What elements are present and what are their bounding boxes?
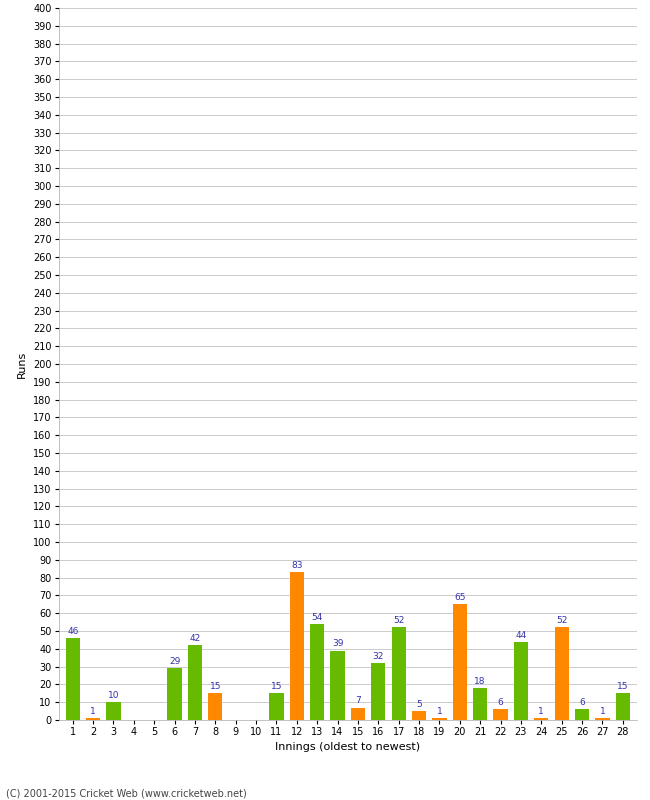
Bar — [66, 638, 80, 720]
Bar — [168, 668, 182, 720]
Bar — [452, 604, 467, 720]
Bar — [575, 710, 589, 720]
Text: 46: 46 — [67, 627, 79, 636]
Text: 42: 42 — [189, 634, 201, 643]
Text: 44: 44 — [515, 630, 526, 639]
Text: 1: 1 — [599, 707, 605, 716]
Bar — [391, 627, 406, 720]
Bar — [86, 718, 100, 720]
Bar — [595, 718, 610, 720]
Bar — [107, 702, 121, 720]
Text: 10: 10 — [108, 691, 119, 700]
Text: 52: 52 — [393, 616, 404, 626]
Bar — [371, 663, 385, 720]
Text: 54: 54 — [311, 613, 323, 622]
Bar — [269, 694, 283, 720]
Text: 83: 83 — [291, 561, 303, 570]
Bar — [310, 624, 324, 720]
Bar — [473, 688, 488, 720]
Bar — [534, 718, 549, 720]
Text: 52: 52 — [556, 616, 567, 626]
Text: 7: 7 — [355, 697, 361, 706]
Bar — [616, 694, 630, 720]
X-axis label: Innings (oldest to newest): Innings (oldest to newest) — [275, 742, 421, 753]
Text: 29: 29 — [169, 658, 180, 666]
Text: 1: 1 — [90, 707, 96, 716]
Text: 32: 32 — [372, 652, 384, 661]
Text: 15: 15 — [209, 682, 221, 691]
Text: 6: 6 — [498, 698, 503, 707]
Text: 1: 1 — [437, 707, 442, 716]
Bar — [208, 694, 222, 720]
Bar — [330, 650, 344, 720]
Text: 1: 1 — [538, 707, 544, 716]
Bar — [514, 642, 528, 720]
Text: 39: 39 — [332, 639, 343, 649]
Y-axis label: Runs: Runs — [18, 350, 27, 378]
Bar — [493, 710, 508, 720]
Text: 6: 6 — [579, 698, 585, 707]
Bar — [412, 711, 426, 720]
Text: (C) 2001-2015 Cricket Web (www.cricketweb.net): (C) 2001-2015 Cricket Web (www.cricketwe… — [6, 789, 247, 798]
Bar — [290, 572, 304, 720]
Text: 18: 18 — [474, 677, 486, 686]
Text: 15: 15 — [617, 682, 629, 691]
Text: 5: 5 — [416, 700, 422, 709]
Bar — [432, 718, 447, 720]
Text: 15: 15 — [270, 682, 282, 691]
Bar — [554, 627, 569, 720]
Bar — [351, 707, 365, 720]
Text: 65: 65 — [454, 593, 465, 602]
Bar — [188, 646, 202, 720]
